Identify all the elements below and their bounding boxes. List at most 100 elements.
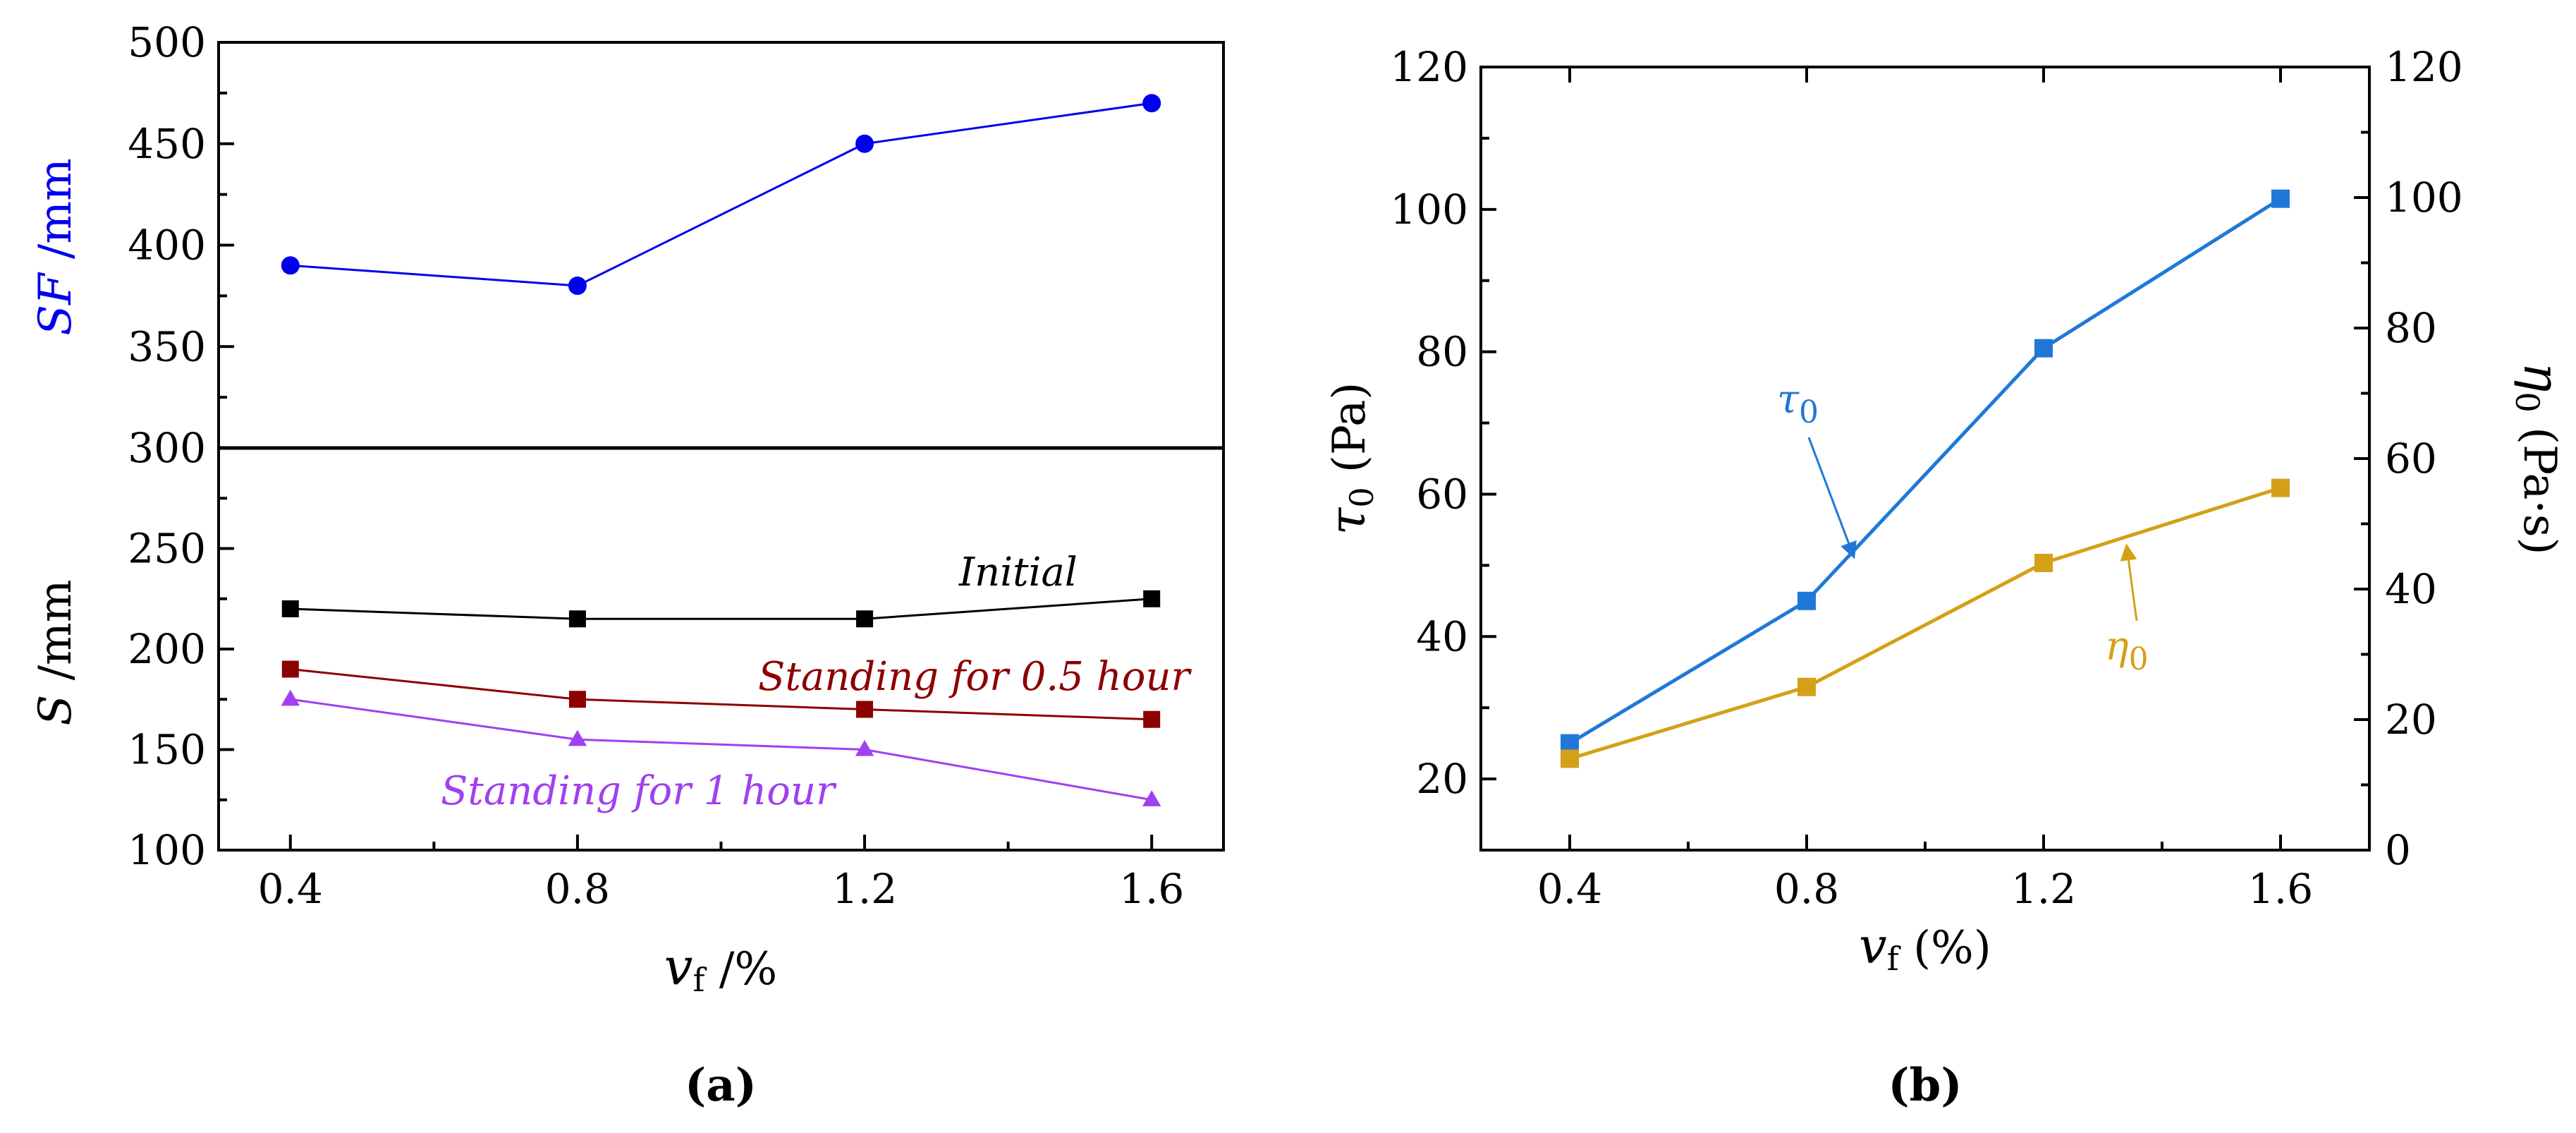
panel-a-top-ylabel: SF /mm	[30, 158, 82, 336]
a-bottom-ytick-label: 150	[128, 726, 206, 774]
series-initial-point	[1143, 590, 1161, 607]
annotation-tau-sub: 0	[1799, 394, 1819, 430]
b-xtick-label: 0.4	[1537, 865, 1602, 913]
series-tau-point	[1561, 734, 1579, 753]
series-eta-point	[2271, 478, 2290, 497]
series-sf-point	[281, 256, 300, 275]
series-initial-point	[856, 610, 874, 628]
annotation-one-hour: Standing for 1 hour	[441, 768, 837, 814]
panel-a-bottom-ylabel-rest: /mm	[30, 579, 82, 694]
series-sf-point	[855, 134, 874, 153]
series-half-hour-line	[290, 668, 1152, 721]
series-half-hour-point	[568, 691, 586, 708]
panel-b-xlabel-sub: f	[1887, 940, 1901, 978]
panel-a-xlabel: vf /%	[664, 937, 777, 999]
panel-b-annotations: τ0 η0	[1777, 377, 2149, 677]
b-right-ytick-label: 20	[2385, 696, 2437, 744]
panel-b-left-ylabel: τ0 (Pa)	[1319, 382, 1381, 535]
panel-b: 0.4 0.8 1.2 1.6 20 40 60 80 100 120 0 20 40 60 80 100 12…	[1319, 43, 2570, 1112]
a-top-ytick-label: 300	[128, 424, 206, 472]
panel-a-top-ylabel-main: SF	[30, 272, 82, 336]
series-half-hour-point	[281, 660, 299, 678]
panel-b-left-ylabel-sub: 0	[1343, 487, 1381, 507]
series-one-hour-point	[281, 689, 300, 706]
b-xtick-label: 1.6	[2248, 865, 2313, 913]
annotation-tau-main: τ	[1777, 377, 1800, 423]
panel-a-xlabel-rest: /%	[705, 943, 778, 995]
a-top-ytick-label: 350	[128, 322, 206, 370]
series-tau-point	[1797, 591, 1816, 610]
panel-b-right-ylabel: η0 (Pa·s)	[2508, 362, 2570, 555]
series-one-hour-point	[855, 739, 874, 756]
panel-b-left-ylabel-rest: (Pa)	[1324, 382, 1376, 487]
annotation-initial: Initial	[958, 550, 1078, 595]
annotation-tau: τ0	[1777, 377, 1819, 430]
series-initial-line	[290, 598, 1152, 620]
series-sf-point	[1142, 94, 1161, 113]
a-top-ytick-label: 500	[128, 18, 206, 66]
annotation-half-hour: Standing for 0.5 hour	[758, 654, 1192, 700]
a-top-ytick-label: 400	[128, 222, 206, 269]
b-right-ytick-label: 40	[2385, 565, 2437, 613]
panel-a-ticks: 0.4 0.8 1.2 1.6 300 350 400 450 500 100 150 200 250	[128, 18, 1184, 913]
series-half-hour-point	[856, 701, 874, 718]
b-right-ytick-label: 60	[2385, 435, 2437, 483]
b-xtick-label: 1.2	[2011, 865, 2076, 913]
b-right-ytick-label: 100	[2385, 174, 2463, 222]
series-eta-line	[1569, 486, 2281, 761]
panel-b-right-ylabel-rest: (Pa·s)	[2513, 413, 2565, 555]
a-xtick-label: 0.4	[258, 865, 323, 913]
b-left-ytick-label: 120	[1390, 43, 1468, 91]
b-left-ytick-label: 20	[1416, 755, 1468, 803]
panel-b-series	[1561, 189, 2290, 768]
series-eta-point	[2034, 554, 2053, 572]
b-right-ytick-label: 80	[2385, 304, 2437, 352]
b-left-ytick-label: 40	[1416, 612, 1468, 660]
caption-a-text: (a)	[685, 1059, 757, 1112]
b-xtick-label: 0.8	[1774, 865, 1839, 913]
annotation-eta: η0	[2105, 624, 2149, 677]
series-sf-point	[568, 277, 587, 295]
panel-a-bottom-ylabel: S /mm	[30, 579, 82, 725]
series-half-hour-point	[1143, 710, 1161, 728]
panel-b-xlabel-main: v	[1859, 917, 1887, 975]
a-xtick-label: 0.8	[545, 865, 610, 913]
series-eta-point	[1561, 749, 1579, 768]
panel-b-right-ylabel-main: η	[2513, 362, 2570, 392]
panel-b-right-ylabel-sub: 0	[2508, 392, 2546, 412]
annotation-tau-arrow	[1807, 437, 1857, 559]
panel-b-ticks: 0.4 0.8 1.2 1.6 20 40 60 80 100 120 0 20 40 60 80 100 12…	[1390, 43, 2462, 913]
series-tau-point	[2034, 339, 2053, 358]
annotation-eta-arrow	[2120, 543, 2138, 622]
series-initial-point	[568, 610, 586, 628]
a-bottom-ytick-label: 200	[128, 625, 206, 673]
b-right-ytick-label: 0	[2385, 826, 2411, 874]
series-one-hour-point	[1142, 790, 1161, 806]
a-top-ytick-label: 450	[128, 120, 206, 168]
panel-b-frame	[1479, 66, 2371, 852]
b-right-ytick-label: 120	[2385, 43, 2463, 91]
series-one-hour-line	[290, 698, 1152, 801]
b-left-ytick-label: 60	[1416, 470, 1468, 518]
panel-a-bottom-ylabel-main: S	[30, 695, 82, 726]
annotation-eta-main: η	[2105, 624, 2129, 670]
caption-b-text: (b)	[1888, 1059, 1962, 1112]
series-eta-point	[1797, 677, 1816, 696]
a-bottom-ytick-label: 250	[128, 525, 206, 573]
panel-b-xlabel-rest: (%)	[1899, 922, 1991, 974]
panel-a-xlabel-sub: f	[692, 961, 707, 999]
series-one-hour-point	[568, 729, 587, 746]
b-left-ytick-label: 80	[1416, 328, 1468, 376]
a-xtick-label: 1.2	[832, 865, 897, 913]
caption-a: (a)	[685, 1059, 757, 1112]
a-xtick-label: 1.6	[1119, 865, 1184, 913]
series-tau-point	[2271, 189, 2290, 208]
panel-a-series	[281, 94, 1161, 806]
panel-a-top-ylabel-rest: /mm	[30, 158, 82, 273]
caption-b: (b)	[1888, 1059, 1962, 1112]
annotation-eta-sub: 0	[2129, 641, 2149, 677]
b-left-ytick-label: 100	[1390, 186, 1468, 234]
a-bottom-ytick-label: 100	[128, 826, 206, 874]
series-sf-line	[290, 102, 1152, 287]
